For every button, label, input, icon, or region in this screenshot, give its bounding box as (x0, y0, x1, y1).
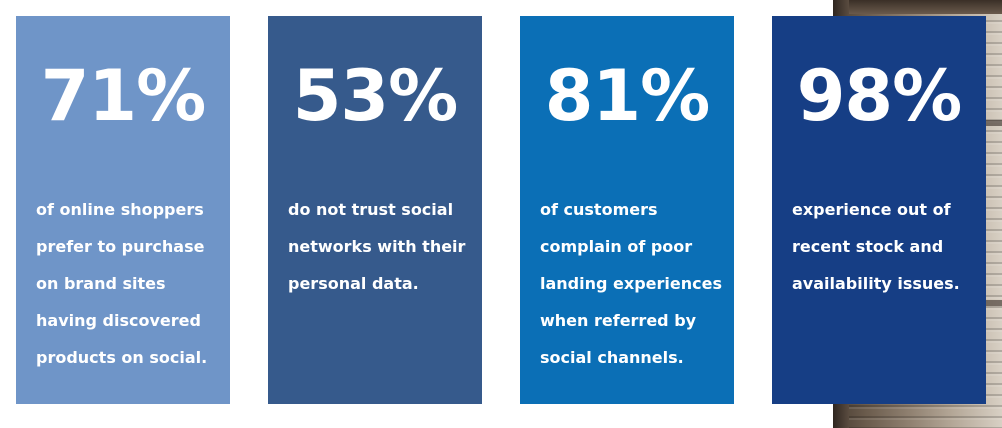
description-line: when referred by (540, 311, 697, 330)
description-line: of customers (540, 200, 658, 219)
description-line: social channels. (540, 348, 684, 367)
description-line: products on social. (36, 348, 208, 367)
shutter-frame-top (833, 0, 1002, 14)
description-line: recent stock and (792, 237, 944, 256)
description-line: do not trust social (288, 200, 454, 219)
description-line: of online shoppers (36, 200, 204, 219)
description-line: availability issues. (792, 274, 960, 293)
description-line: networks with their (288, 237, 466, 256)
description-line: experience out of (792, 200, 951, 219)
stat-value: 98% (796, 55, 963, 137)
stat-value: 53% (292, 55, 459, 137)
stat-description: experience out of recent stock and avail… (792, 191, 982, 302)
stat-card-4: 98% experience out of recent stock and a… (772, 16, 986, 404)
description-line: having discovered (36, 311, 201, 330)
description-line: on brand sites (36, 274, 166, 293)
stat-card-1: 71% of online shoppers prefer to purchas… (16, 16, 230, 404)
stat-description: of customers complain of poor landing ex… (540, 191, 730, 376)
stat-value: 81% (544, 55, 711, 137)
stat-description: of online shoppers prefer to purchase on… (36, 191, 226, 376)
description-line: landing experiences (540, 274, 722, 293)
stat-description: do not trust social networks with their … (288, 191, 478, 302)
stat-card-2: 53% do not trust social networks with th… (268, 16, 482, 404)
stat-card-3: 81% of customers complain of poor landin… (520, 16, 734, 404)
stat-value: 71% (40, 55, 207, 137)
description-line: prefer to purchase (36, 237, 205, 256)
description-line: personal data. (288, 274, 419, 293)
description-line: complain of poor (540, 237, 693, 256)
